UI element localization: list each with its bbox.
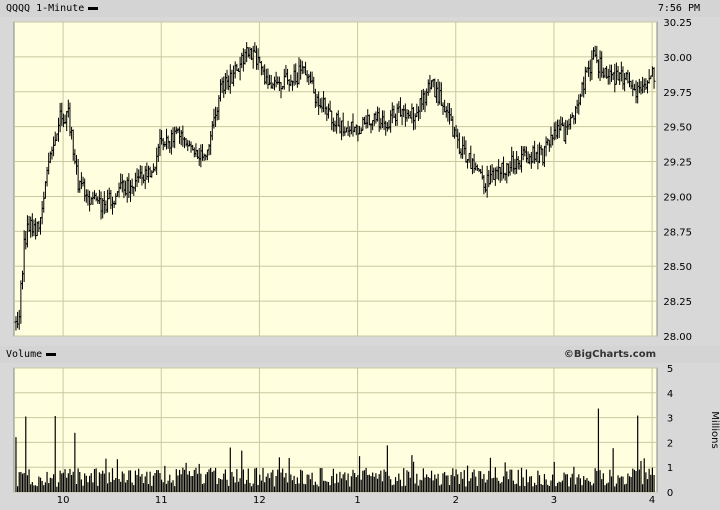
symbol-title: QQQQ 1-Minute <box>6 3 99 14</box>
price-tick-label: 30.00 <box>663 53 692 64</box>
x-tick-label: 12 <box>253 495 266 506</box>
price-tick-label: 28.50 <box>663 262 692 273</box>
volume-tick-label: 2 <box>667 438 673 449</box>
price-tick-label: 30.25 <box>663 18 692 29</box>
price-tick-label: 29.50 <box>663 123 692 134</box>
volume-tick-label: 1 <box>667 463 673 474</box>
price-legend-swatch <box>88 6 99 10</box>
x-tick-label: 11 <box>155 495 168 506</box>
price-tick-label: 28.25 <box>663 297 692 308</box>
time-axis: 10 11 12 1 2 3 4 <box>57 495 656 506</box>
volume-label: Volume <box>6 349 43 360</box>
volume-tick-label: 0 <box>667 488 673 499</box>
timestamp: 7:56 PM <box>657 3 700 14</box>
volume-plot-area <box>13 367 658 493</box>
price-tick-label: 29.00 <box>663 192 692 203</box>
volume-bars <box>15 408 655 492</box>
price-tick-label: 29.25 <box>663 158 692 169</box>
volume-header-bar: Volume ©BigCharts.com <box>0 346 720 363</box>
x-tick-label: 10 <box>57 495 70 506</box>
volume-tick-label: 5 <box>667 364 673 375</box>
x-tick-label: 4 <box>649 495 655 506</box>
price-tick-label: 29.75 <box>663 88 692 99</box>
price-tick-label: 28.00 <box>663 332 692 343</box>
symbol-label: QQQQ 1-Minute <box>6 3 85 14</box>
x-tick-label: 3 <box>551 495 557 506</box>
x-tick-label: 2 <box>453 495 459 506</box>
x-tick-label: 1 <box>354 495 360 506</box>
volume-tick-label: 3 <box>667 414 673 425</box>
volume-y-axis: 0 1 2 3 4 5 <box>667 364 673 499</box>
price-tick-label: 28.75 <box>663 227 692 238</box>
volume-legend-swatch <box>46 352 57 356</box>
price-bars <box>14 42 656 331</box>
price-y-axis: 28.00 28.25 28.50 28.75 29.00 29.25 29.50 29.75… <box>663 18 692 343</box>
price-header-bar: QQQQ 1-Minute 7:56 PM <box>0 0 720 17</box>
price-plot-area <box>13 21 658 337</box>
volume-tick-label: 4 <box>667 389 673 400</box>
brand-label: ©BigCharts.com <box>563 349 656 360</box>
volume-grid <box>14 367 657 493</box>
volume-units-label: Millions <box>709 411 720 448</box>
volume-title: Volume <box>6 349 57 360</box>
